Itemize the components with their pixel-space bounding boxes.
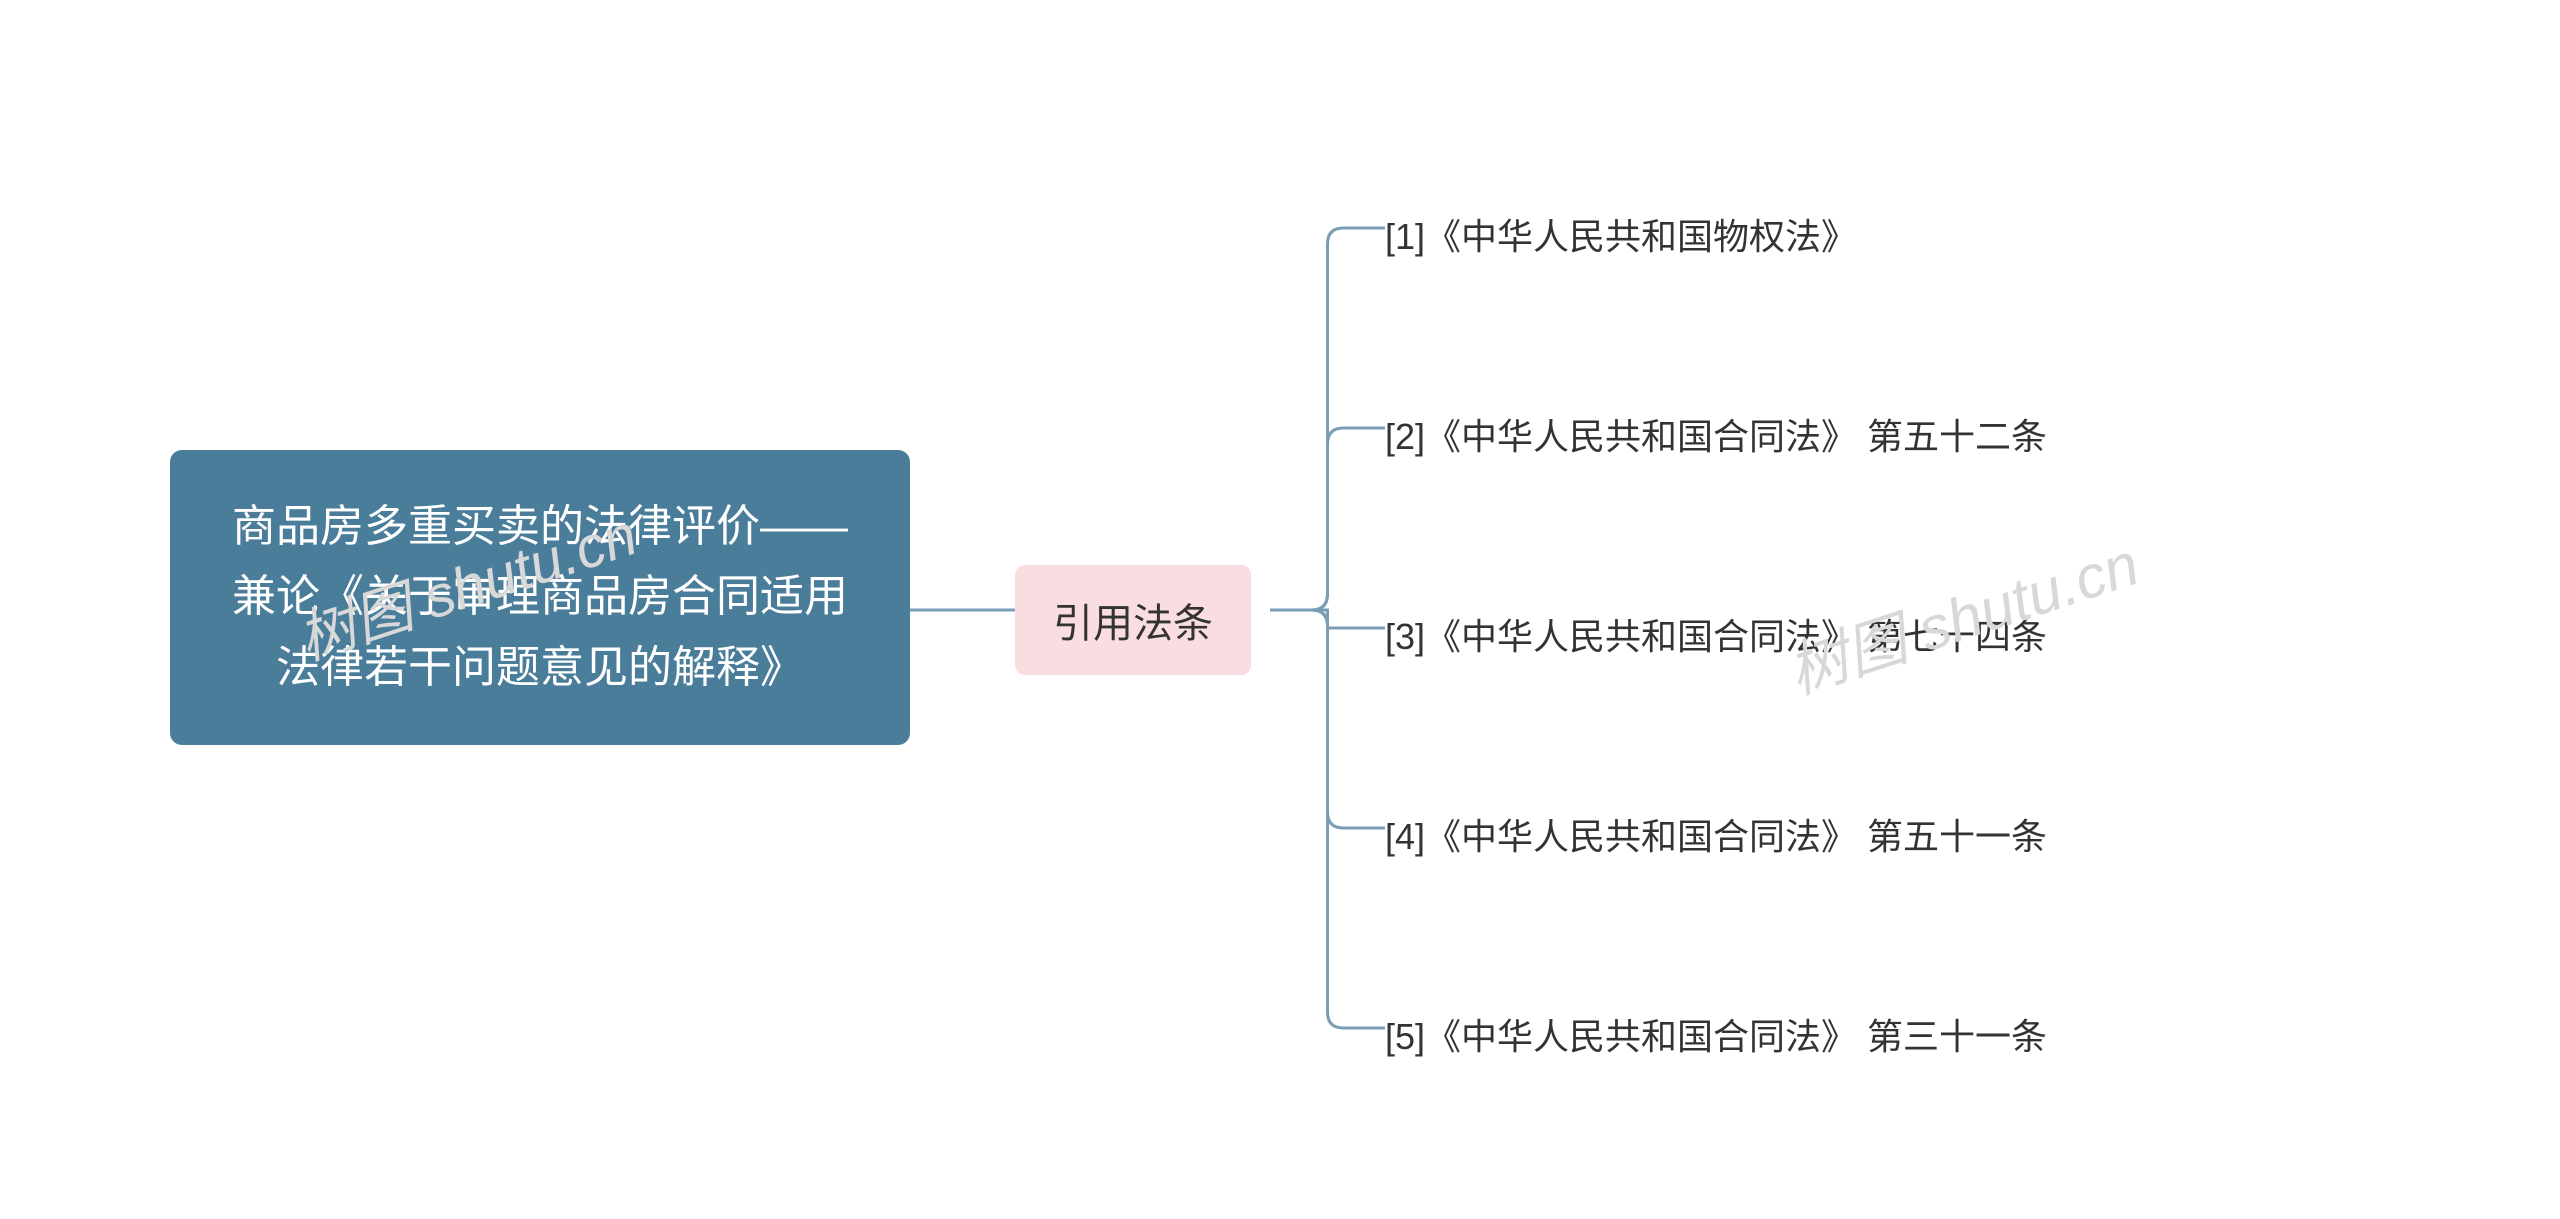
leaf-node: [2]《中华人民共和国合同法》 第五十二条 [1385,408,2047,460]
leaf-node: [4]《中华人民共和国合同法》 第五十一条 [1385,808,2047,860]
leaf-node: [3]《中华人民共和国合同法》 第七十四条 [1385,608,2047,660]
category-text: 引用法条 [1053,602,1213,646]
leaf-text: [5]《中华人民共和国合同法》 第三十一条 [1385,1016,2047,1057]
root-text: 商品房多重买卖的法律评价——兼论《关于审理商品房合同适用法律若干问题意见的解释》 [232,502,848,692]
leaf-text: [4]《中华人民共和国合同法》 第五十一条 [1385,816,2047,857]
leaf-node: [1]《中华人民共和国物权法》 [1385,208,1857,260]
category-node: 引用法条 [1015,565,1251,675]
leaf-node: [5]《中华人民共和国合同法》 第三十一条 [1385,1008,2047,1060]
leaf-text: [3]《中华人民共和国合同法》 第七十四条 [1385,616,2047,657]
root-node: 商品房多重买卖的法律评价——兼论《关于审理商品房合同适用法律若干问题意见的解释》 [170,450,910,745]
leaf-text: [1]《中华人民共和国物权法》 [1385,216,1857,257]
leaf-text: [2]《中华人民共和国合同法》 第五十二条 [1385,416,2047,457]
mindmap-container: 商品房多重买卖的法律评价——兼论《关于审理商品房合同适用法律若干问题意见的解释》… [0,0,2560,1219]
